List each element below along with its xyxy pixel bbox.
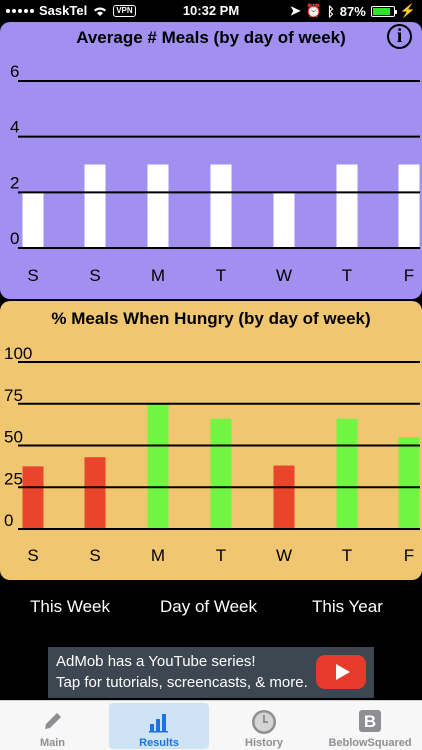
x-tick-label: S: [27, 266, 38, 285]
bar-5: [336, 418, 358, 529]
bar-4: [273, 192, 295, 248]
youtube-play-icon[interactable]: [316, 655, 366, 689]
y-tick-label: 4: [10, 118, 19, 137]
tab-bar: Main Results History B BeblowSquared: [0, 700, 422, 750]
battery-percent: 87%: [339, 3, 366, 19]
tab-day-of-week[interactable]: Day of Week: [160, 597, 258, 616]
range-tabs: This Week Day of Week This Year: [0, 597, 422, 623]
x-tick-label: T: [342, 266, 352, 285]
bar-chart-icon: [149, 714, 168, 733]
carrier-name: SaskTel: [39, 3, 88, 18]
status-bar: SaskTel VPN 10:32 PM ➤ ⏰ ᛒ 87% ⚡: [0, 0, 422, 22]
bar-2: [147, 403, 169, 529]
info-icon[interactable]: i: [387, 24, 412, 49]
x-tick-label: T: [216, 266, 226, 285]
b-logo-icon: B: [359, 710, 381, 732]
x-tick-label: F: [404, 266, 414, 285]
tab-this-year[interactable]: This Year: [312, 597, 383, 616]
y-tick-label: 0: [10, 229, 19, 248]
status-right: ➤ ⏰ ᛒ 87% ⚡: [290, 3, 416, 19]
y-tick-label: 75: [4, 386, 23, 405]
tab-main[interactable]: Main: [0, 703, 105, 749]
svg-text:B: B: [364, 712, 376, 731]
x-tick-label: S: [89, 266, 100, 285]
pencil-icon: [44, 713, 61, 729]
tab-results[interactable]: Results: [109, 703, 209, 749]
x-tick-label: M: [151, 266, 165, 285]
tab-history-label: History: [245, 737, 283, 749]
alarm-icon: ⏰: [305, 3, 322, 18]
bar-2: [147, 164, 169, 248]
wifi-icon: [94, 7, 107, 16]
bar-1: [84, 457, 106, 529]
x-tick-label: W: [276, 266, 292, 285]
bar-3: [210, 418, 232, 529]
battery-icon: [370, 5, 397, 17]
signal-icon: [6, 8, 34, 13]
bar-6: [398, 164, 420, 248]
ad-line-1: AdMob has a YouTube series!: [56, 653, 256, 670]
bar-3: [210, 164, 232, 248]
x-tick-label: S: [27, 546, 38, 565]
bar-4: [273, 465, 295, 529]
bar-6: [398, 437, 420, 529]
hungry-chart-panel: 100 75 50 25 0 S S M T W T F % Meals When Hungry (b…: [0, 301, 422, 580]
clock-time: 10:32 PM: [182, 3, 240, 18]
bar-5: [336, 164, 358, 248]
bar-0: [22, 466, 44, 529]
hungry-chart-title: % Meals When Hungry (by day of week): [51, 309, 371, 328]
y-tick-label: 100: [4, 344, 32, 363]
bar-0: [22, 192, 44, 248]
bar-1: [84, 164, 106, 248]
tab-history[interactable]: History: [214, 703, 314, 749]
y-tick-label: 0: [4, 511, 13, 530]
tab-this-week[interactable]: This Week: [30, 597, 110, 616]
tab-beblowsquared-label: BeblowSquared: [328, 737, 412, 749]
ad-line-2: Tap for tutorials, screencasts, & more.: [56, 674, 308, 691]
bluetooth-icon: ᛒ: [326, 3, 335, 19]
status-left: SaskTel VPN: [6, 3, 136, 18]
y-tick-label: 6: [10, 62, 19, 81]
x-tick-label: W: [276, 546, 292, 565]
x-tick-label: T: [216, 546, 226, 565]
battery-fill: [372, 7, 391, 15]
x-tick-label: T: [342, 546, 352, 565]
vpn-badge: VPN: [113, 4, 136, 17]
meals-chart-title: Average # Meals (by day of week): [76, 28, 346, 47]
charging-icon: ⚡: [399, 3, 416, 18]
y-tick-label: 2: [10, 173, 19, 192]
tab-results-label: Results: [139, 737, 179, 749]
location-icon: ➤: [289, 3, 301, 18]
x-tick-label: F: [404, 546, 414, 565]
y-tick-label: 25: [4, 469, 23, 488]
x-tick-label: S: [89, 546, 100, 565]
tab-main-label: Main: [39, 737, 66, 749]
ad-banner[interactable]: AdMob has a YouTube series! Tap for tuto…: [48, 647, 374, 698]
clock-icon: [252, 710, 276, 734]
x-tick-label: M: [151, 546, 165, 565]
tab-beblowsquared[interactable]: B BeblowSquared: [318, 703, 422, 749]
y-tick-label: 50: [4, 428, 23, 447]
